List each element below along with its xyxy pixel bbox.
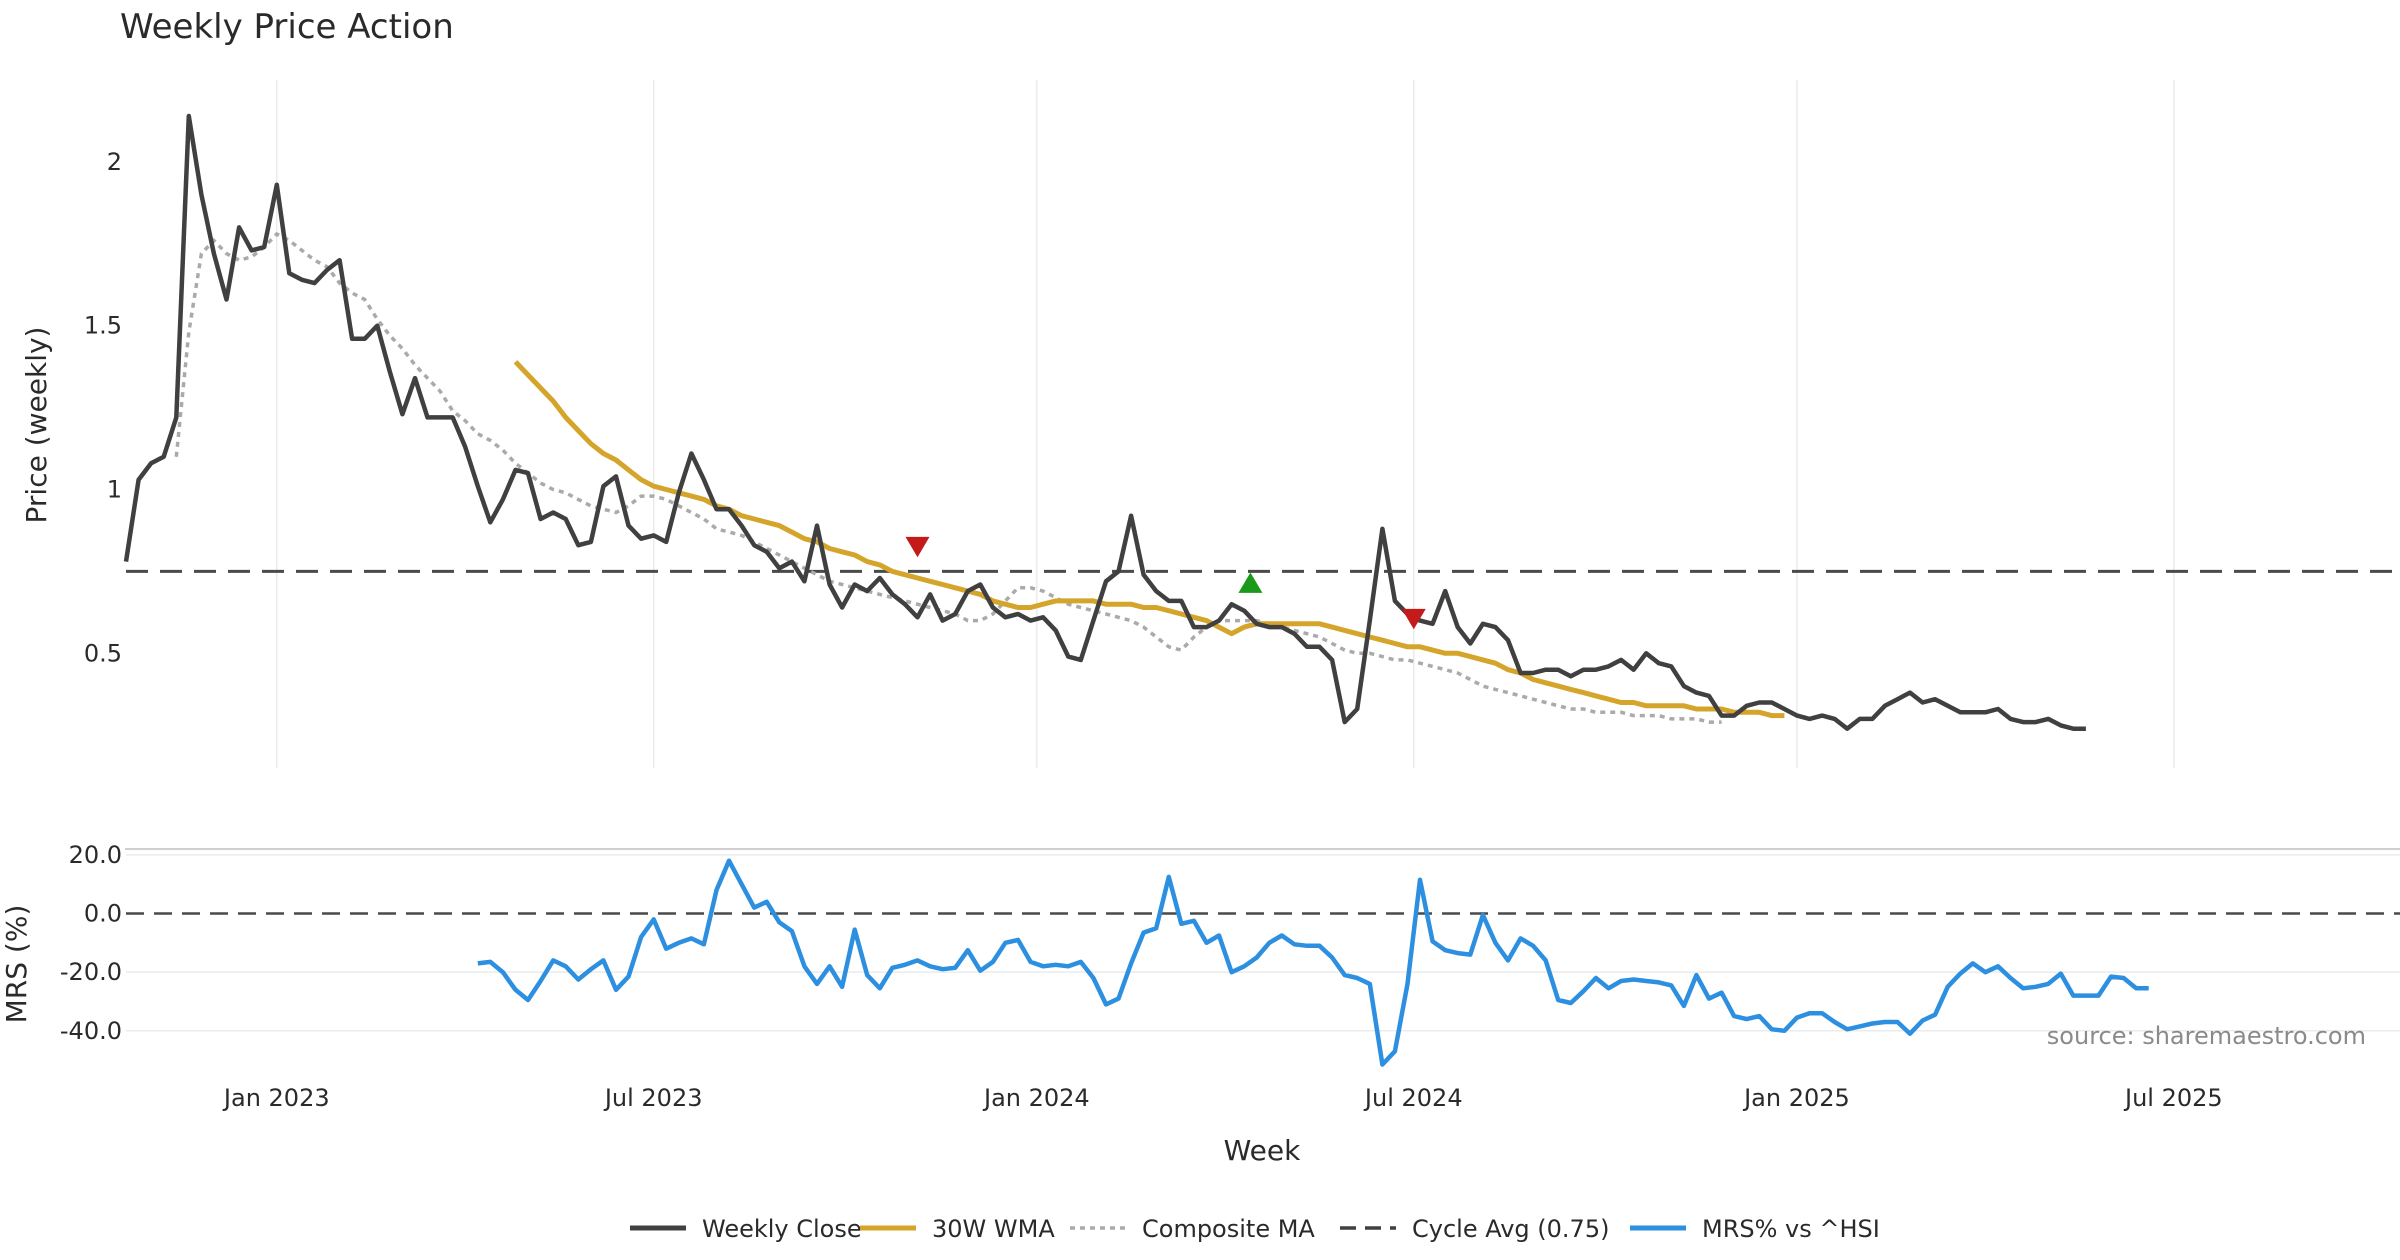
wma-30w-line [516,362,1785,716]
legend-label: Cycle Avg (0.75) [1412,1215,1609,1243]
legend-label: 30W WMA [932,1215,1055,1243]
legend-item: Composite MA [1070,1215,1315,1243]
x-tick-label: Jul 2025 [2123,1084,2223,1112]
x-tick-label: Jan 2024 [982,1084,1090,1112]
buy-signal-marker [1238,573,1262,593]
price-y-ticks: 0.5 1 1.5 2 [84,148,122,667]
x-axis-label: Week [1224,1134,1301,1167]
legend-label: MRS% vs ^HSI [1702,1215,1880,1243]
composite-ma-line [176,234,1721,722]
mrs-y-tick: 0.0 [84,900,122,928]
mrs-y-ticks: 20.0 0.0 -20.0 -40.0 [60,841,122,1045]
price-y-tick: 2 [107,148,122,176]
weekly-close-line [126,116,2086,729]
legend-item: 30W WMA [860,1215,1055,1243]
weekly-price-chart: Weekly Price Action 0.5 1 1.5 2 Price (week… [0,0,2400,1260]
price-y-tick: 1.5 [84,312,122,340]
price-y-axis-label: Price (weekly) [20,327,53,524]
x-tick-label: Jan 2023 [222,1084,330,1112]
price-y-tick: 1 [107,476,122,504]
legend-label: Weekly Close [702,1215,862,1243]
price-y-tick: 0.5 [84,639,122,667]
legend: Weekly Close 30W WMA Composite MA Cycle Avg… [630,1215,1880,1243]
legend-item: MRS% vs ^HSI [1630,1215,1880,1243]
chart-title: Weekly Price Action [120,7,454,47]
mrs-y-tick: 20.0 [69,841,122,869]
x-tick-label: Jul 2024 [1363,1084,1463,1112]
legend-item: Weekly Close [630,1215,862,1243]
x-axis-ticks: Jan 2023 Jul 2023 Jan 2024 Jul 2024 Jan 2025… [222,1084,2223,1112]
mrs-y-tick: -40.0 [60,1017,122,1045]
source-label: source: sharemaestro.com [2047,1022,2366,1050]
legend-item: Cycle Avg (0.75) [1340,1215,1609,1243]
x-tick-label: Jul 2023 [603,1084,703,1112]
signal-markers [906,537,1426,629]
legend-label: Composite MA [1142,1215,1315,1243]
x-tick-label: Jan 2025 [1742,1084,1850,1112]
mrs-grid [126,855,2400,1031]
mrs-vs-hsi-line [478,861,2149,1065]
price-grid [277,80,2174,768]
mrs-y-tick: -20.0 [60,958,122,986]
sell-signal-marker [906,537,930,557]
mrs-y-axis-label: MRS (%) [0,905,33,1024]
